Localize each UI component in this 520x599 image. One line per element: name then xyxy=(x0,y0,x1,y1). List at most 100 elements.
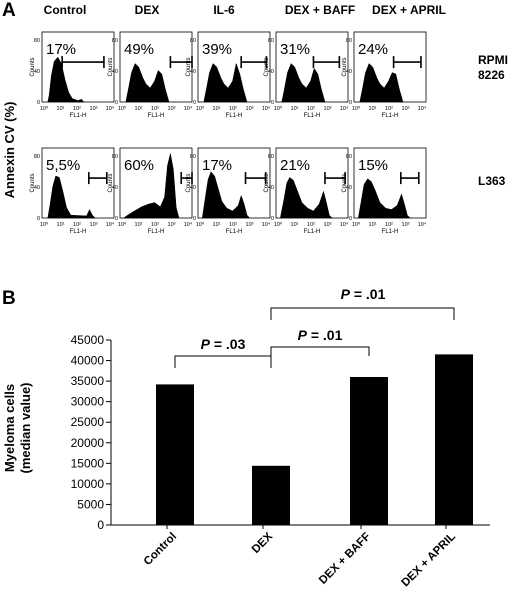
x-tick-label: 10⁴ xyxy=(418,221,427,228)
panel-a-label: A xyxy=(2,0,16,21)
x-tick-label: 10² xyxy=(73,106,81,112)
x-tick-label: 10⁴ xyxy=(184,221,193,228)
gate-percentage: 15% xyxy=(358,157,388,174)
x-axis-label: FL1-H xyxy=(148,113,165,119)
y-tick-label: 80 xyxy=(112,154,118,160)
y-tick-label: 0 xyxy=(349,100,352,106)
x-tick-label: 10¹ xyxy=(369,222,377,228)
x-tick-label: 10² xyxy=(229,222,237,228)
x-tick-label: 10¹ xyxy=(135,106,143,112)
y-axis-label: Counts xyxy=(186,57,192,76)
x-tick-label: 10² xyxy=(385,106,393,112)
y-tick-label: 0 xyxy=(97,518,104,532)
y-axis-label: Counts xyxy=(342,173,348,192)
x-tick-label: 10⁰ xyxy=(118,221,127,228)
y-tick-label: 0 xyxy=(115,100,118,106)
histogram-panel: 5,5% 10⁰ 10¹ 10² 10³ 10⁴ FL1-H 0 40 80 Counts xyxy=(30,147,115,235)
y-tick-label: 0 xyxy=(115,216,118,222)
x-axis-label: FL1-H xyxy=(70,229,87,235)
y-axis-label: Counts xyxy=(264,173,270,192)
histogram-panel: 31% 10⁰ 10¹ 10² 10³ 10⁴ FL1-H 0 40 80 Counts xyxy=(264,31,349,119)
y-tick-label: 80 xyxy=(346,154,352,160)
y-tick-label: 40 xyxy=(34,185,40,191)
histogram-area xyxy=(125,63,170,103)
histogram-panel: 39% 10⁰ 10¹ 10² 10³ 10⁴ FL1-H 0 40 80 Counts xyxy=(186,31,271,119)
panel-b-label: B xyxy=(2,288,16,309)
y-tick-label: 5000 xyxy=(77,497,104,511)
y-tick-label: 15000 xyxy=(71,456,105,470)
y-tick-label: 45000 xyxy=(71,333,105,347)
x-axis-label: FL1-H xyxy=(226,229,243,235)
x-tick-label: 10³ xyxy=(324,106,332,112)
y-tick-label: 40 xyxy=(112,69,118,75)
chart-ylabel-line-2: (median value) xyxy=(18,382,33,473)
x-tick-label: 10² xyxy=(307,222,315,228)
column-title: DEX xyxy=(135,3,160,17)
histogram-panel: 60% 10⁰ 10¹ 10² 10³ 10⁴ FL1-H 0 40 80 Counts xyxy=(108,147,193,235)
y-tick-label: 40 xyxy=(346,69,352,75)
x-axis-label: FL1-H xyxy=(70,113,87,119)
p-value-label: P = .03 xyxy=(201,336,246,352)
y-tick-label: 0 xyxy=(193,216,196,222)
y-tick-label: 0 xyxy=(37,100,40,106)
row-label-line: 8226 xyxy=(478,68,505,82)
y-tick-label: 40 xyxy=(346,185,352,191)
x-tick-label: 10⁴ xyxy=(340,105,349,112)
y-axis-label: Counts xyxy=(342,57,348,76)
x-axis-label: FL1-H xyxy=(304,113,321,119)
y-tick-label: 80 xyxy=(112,38,118,44)
x-tick-label: 10⁰ xyxy=(40,221,49,228)
y-tick-label: 80 xyxy=(190,38,196,44)
y-tick-label: 80 xyxy=(34,154,40,160)
significance-bracket xyxy=(174,355,272,368)
y-tick-label: 30000 xyxy=(71,395,105,409)
y-tick-label: 80 xyxy=(268,154,274,160)
flow-histogram-grid: Control DEX IL-6 DEX + BAFF DEX + APRILRPMI8… xyxy=(30,3,508,235)
x-tick-label: 10² xyxy=(307,106,315,112)
histogram-area xyxy=(47,175,96,219)
gate-percentage: 5,5% xyxy=(46,157,80,174)
histogram-area xyxy=(203,62,248,103)
x-axis-label: FL1-H xyxy=(148,229,165,235)
y-axis-label: Counts xyxy=(108,57,114,76)
y-axis-label: Counts xyxy=(186,173,192,192)
bar xyxy=(350,377,388,525)
p-value-label: P = .01 xyxy=(298,327,343,343)
bar xyxy=(252,465,290,525)
y-tick-label: 0 xyxy=(271,100,274,106)
x-tick-label: 10⁴ xyxy=(340,221,349,228)
histogram-panel: 15% 10⁰ 10¹ 10² 10³ 10⁴ FL1-H 0 40 80 Counts xyxy=(342,147,427,235)
x-tick-label: 10¹ xyxy=(213,222,221,228)
histogram-area xyxy=(279,177,333,219)
x-tick-label: 10³ xyxy=(402,222,410,228)
x-tick-label: 10³ xyxy=(168,222,176,228)
gate-percentage: 31% xyxy=(280,41,310,58)
x-tick-label: 10³ xyxy=(90,106,98,112)
y-axis-label: Counts xyxy=(108,173,114,192)
x-axis-label: FL1-H xyxy=(226,113,243,119)
x-tick-label: 10¹ xyxy=(291,106,299,112)
x-tick-label: 10⁴ xyxy=(184,105,193,112)
column-title: Control xyxy=(44,3,87,17)
x-tick-label: 10⁴ xyxy=(262,105,271,112)
x-tick-label: DEX + APRIL xyxy=(400,531,459,590)
histogram-area xyxy=(202,171,251,219)
x-tick-label: 10¹ xyxy=(57,222,65,228)
y-tick-label: 80 xyxy=(268,38,274,44)
y-tick-label: 40000 xyxy=(71,354,105,368)
y-tick-label: 0 xyxy=(193,100,196,106)
x-tick-label: 10¹ xyxy=(291,222,299,228)
gate-percentage: 17% xyxy=(202,157,232,174)
x-tick-label: 10³ xyxy=(246,106,254,112)
y-tick-label: 0 xyxy=(349,216,352,222)
x-axis-label: FL1-H xyxy=(382,113,399,119)
x-tick-label: 10⁰ xyxy=(196,105,205,112)
gate-percentage: 60% xyxy=(124,157,154,174)
gate-percentage: 24% xyxy=(358,41,388,58)
x-tick-label: 10³ xyxy=(90,222,98,228)
gate-percentage: 21% xyxy=(280,157,310,174)
x-tick-label: 10⁰ xyxy=(274,221,283,228)
x-tick-label: 10⁴ xyxy=(106,105,115,112)
y-tick-label: 20000 xyxy=(71,436,105,450)
